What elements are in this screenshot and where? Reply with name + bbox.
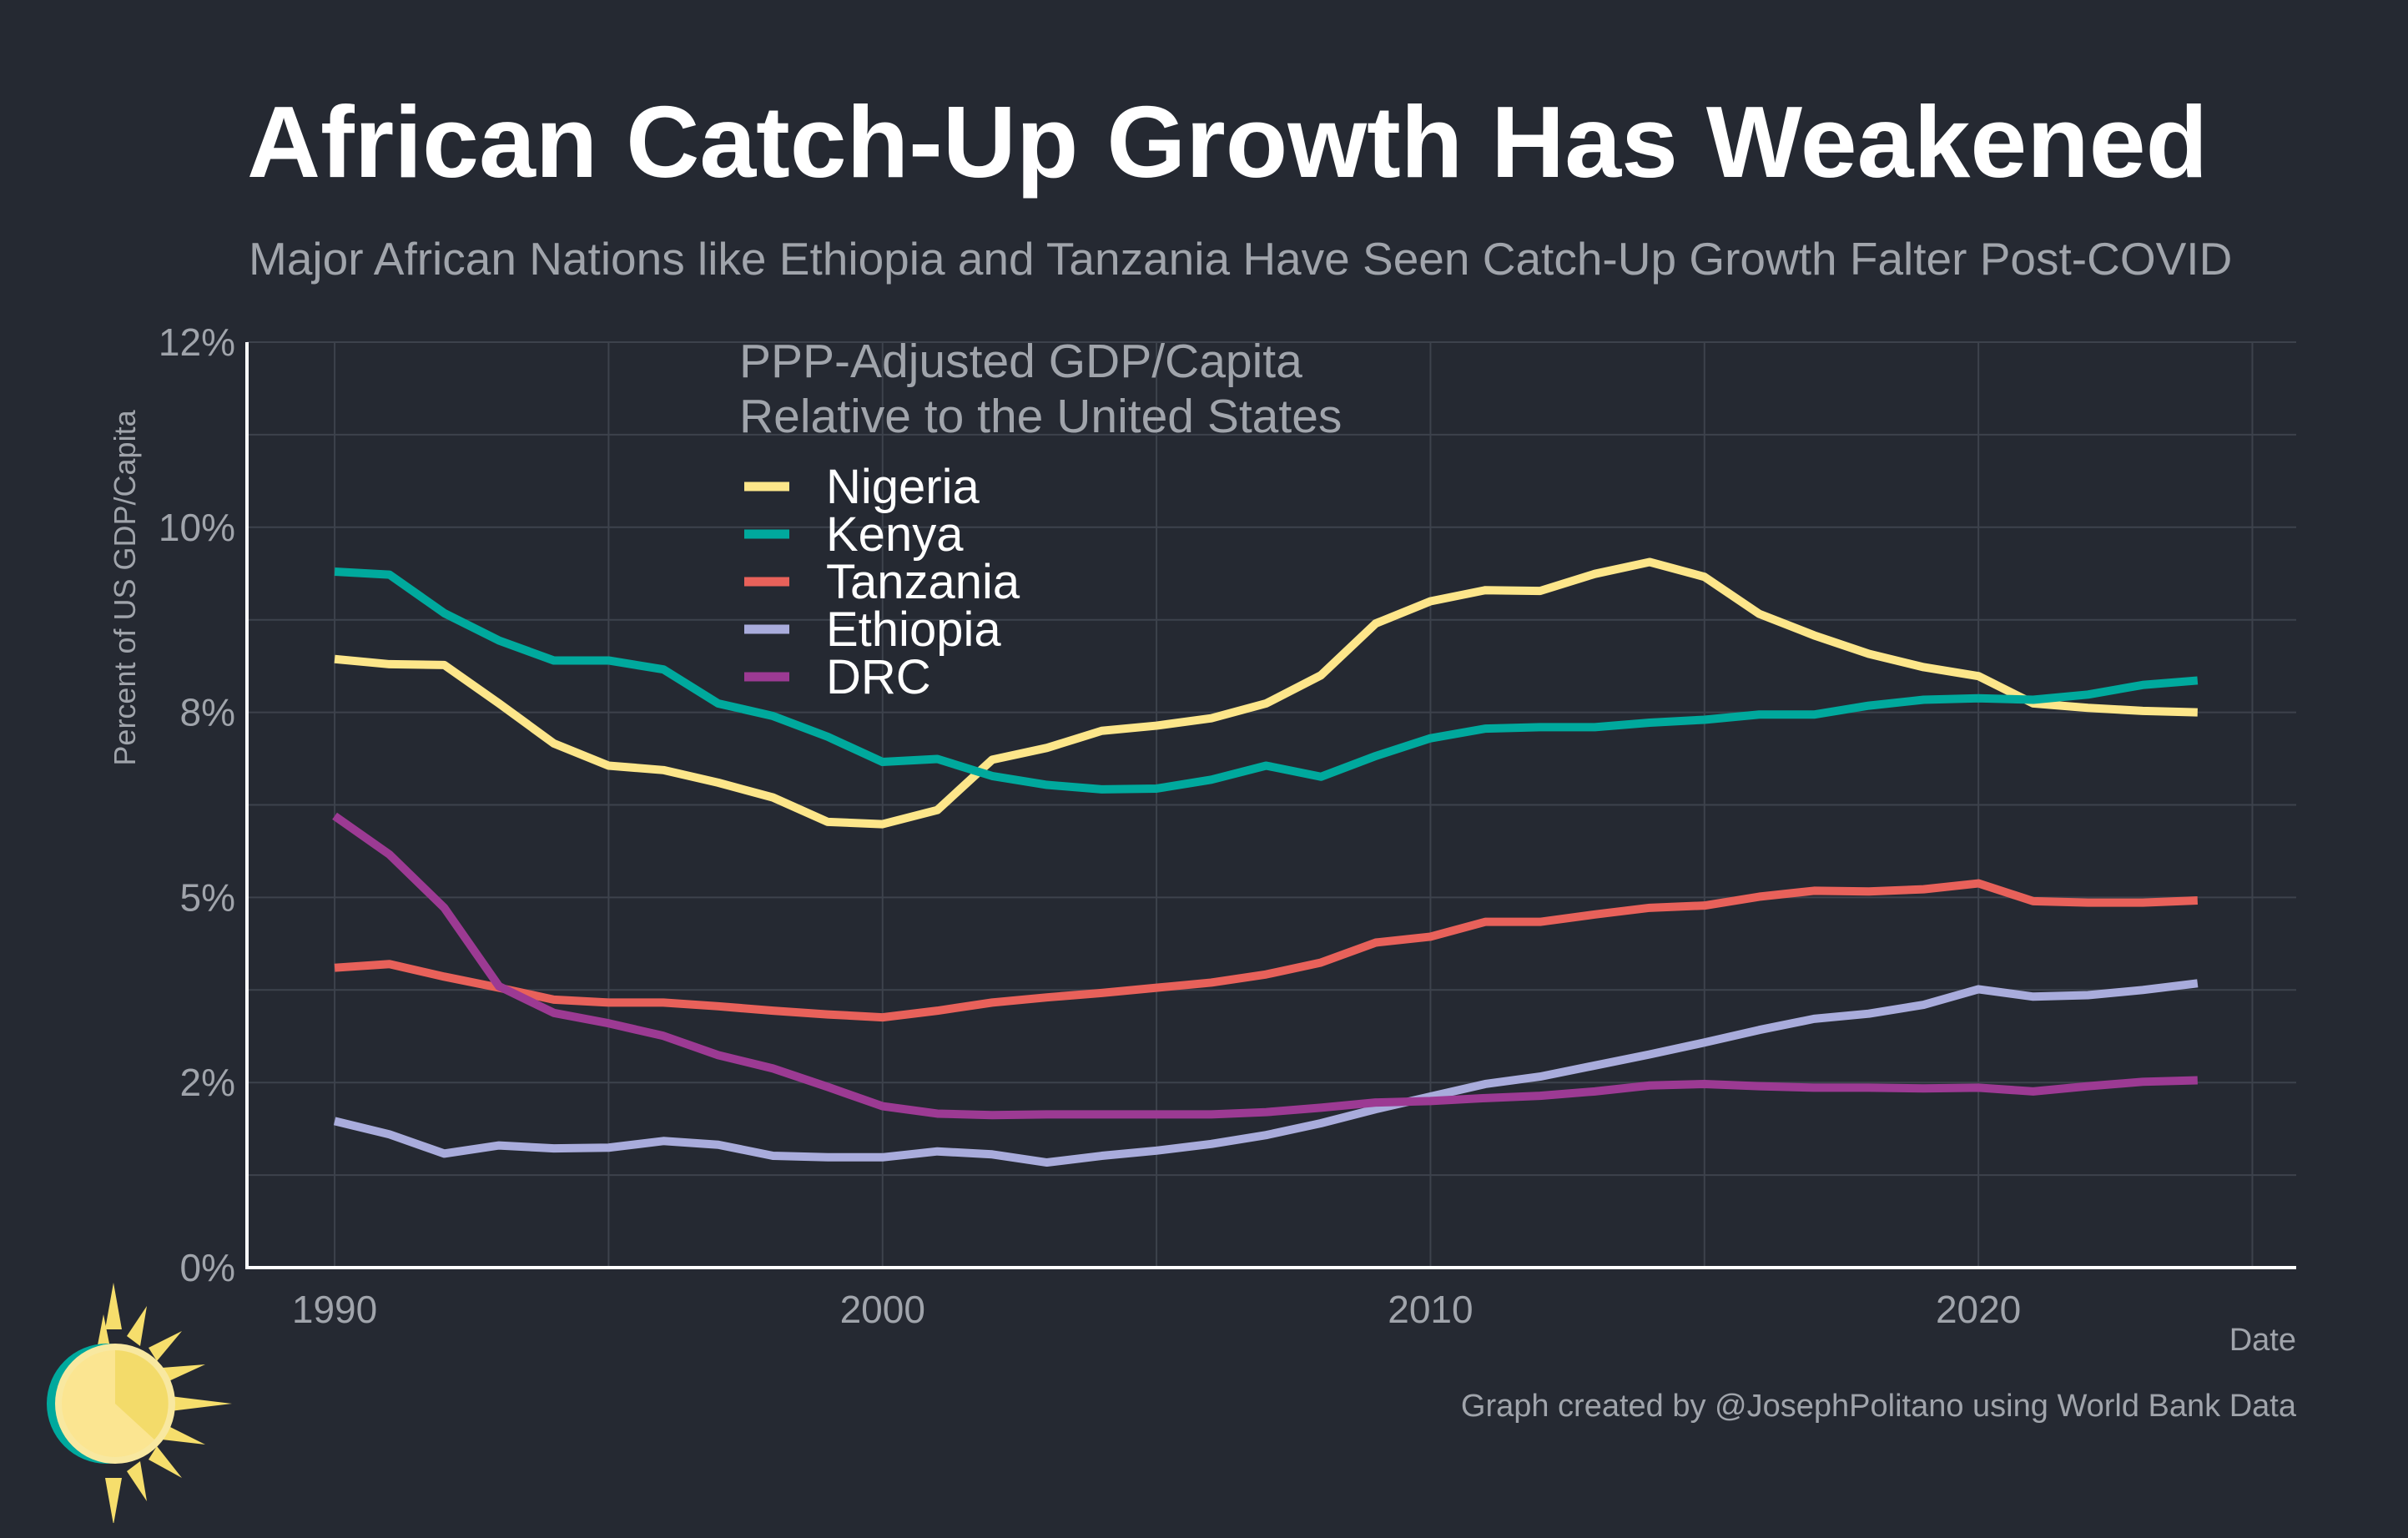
legend-label-ethiopia: Ethiopia (826, 603, 1001, 657)
legend-subtitle: Relative to the United States (739, 390, 1342, 443)
x-tick-label: 2010 (1388, 1288, 1473, 1331)
series-line-tanzania (334, 879, 2198, 1022)
legend-label-nigeria: Nigeria (826, 460, 980, 514)
x-axis-title: Date (2229, 1323, 2296, 1358)
x-tick-label: 2020 (1936, 1288, 2021, 1331)
legend-label-drc: DRC (826, 650, 931, 704)
x-tick-label: 2000 (840, 1288, 925, 1331)
y-tick-label: 5% (180, 875, 235, 919)
series-line-drc (332, 812, 2198, 1120)
series-line-nigeria (334, 557, 2198, 829)
source-credit: Graph created by @JosephPolitano using W… (1460, 1389, 2296, 1424)
y-tick-label: 2% (180, 1061, 235, 1104)
chart-subtitle: Major African Nations like Ethiopia and … (249, 233, 2233, 285)
legend-title: PPP-Adjusted GDP/Capita (739, 335, 1302, 388)
series-line-ethiopia (333, 979, 2199, 1167)
sun-logo-icon (47, 1283, 232, 1523)
chart-title: African Catch-Up Growth Has Weakened (247, 85, 2209, 199)
y-tick-label: 8% (180, 691, 235, 734)
legend-label-kenya: Kenya (826, 507, 964, 562)
y-tick-label: 10% (159, 506, 235, 549)
y-axis-title: Percent of US GDP/Capita (108, 409, 142, 765)
legend-label-tanzania: Tanzania (826, 555, 1020, 609)
y-tick-label: 12% (159, 320, 235, 364)
series-line-kenya (334, 567, 2199, 794)
y-tick-label: 0% (180, 1246, 235, 1289)
x-tick-label: 1990 (292, 1288, 377, 1331)
